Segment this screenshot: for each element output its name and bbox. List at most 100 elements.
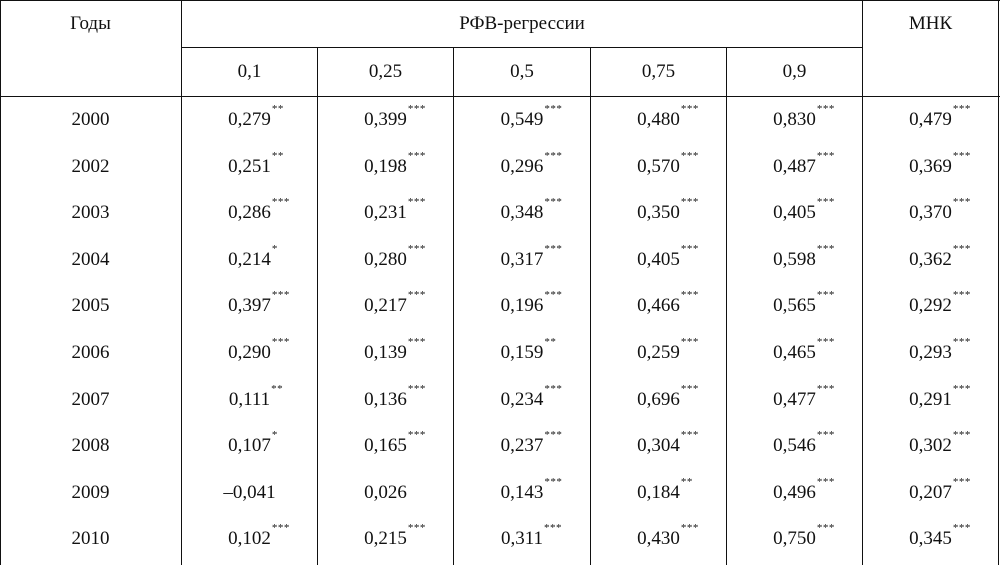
coefficient-value: 0,465 *** [773,336,835,363]
significance-stars: *** [816,150,835,162]
coefficient-value: 0,234 *** [500,383,563,410]
year-cell: 2000 [71,109,110,130]
significance-stars: *** [680,103,699,115]
coefficient-value: 0,304 *** [637,429,699,456]
header-split-rule [182,47,863,48]
value-cell: 0,215 *** [318,522,453,550]
significance-stars: *** [680,196,699,208]
col-divider [317,48,318,565]
value-cell: 0,570 *** [591,150,726,178]
significance-stars: *** [816,429,835,441]
value-cell: 0,165 *** [318,429,453,457]
coefficient-value: 0,198 *** [364,150,426,177]
coefficient-value: 0,430 *** [637,522,699,549]
value-cell: 0,479 *** [863,103,998,131]
significance-stars: ** [271,383,284,395]
significance-stars: *** [544,383,563,395]
coefficient-value: 0,487 *** [773,150,835,177]
col-divider [590,48,591,565]
significance-stars: *** [816,522,835,534]
significance-stars: *** [271,336,290,348]
significance-stars: *** [271,289,290,301]
coefficient-value: 0,259 *** [637,336,699,363]
value-cell: 0,430 *** [591,522,726,550]
value-cell: 0,286 *** [182,196,317,224]
significance-stars: *** [544,150,563,162]
value-cell: 0,107 * [182,429,317,457]
coefficient-value: 0,405 *** [637,243,699,270]
coefficient-value: 0,546 *** [773,429,835,456]
coefficient-value: 0,196 *** [500,289,563,316]
coefficient-value: 0,479 *** [909,103,971,130]
value-cell: 0,291 *** [863,383,998,411]
year-cell: 2002 [71,156,110,177]
significance-stars: *** [407,429,426,441]
value-cell: 0,102 *** [182,522,317,550]
value-cell: 0,302 *** [863,429,998,457]
coefficient-value: 0,369 *** [909,150,971,177]
coefficient-value: 0,279 ** [228,103,284,130]
coefficient-value: 0,251 ** [228,150,284,177]
value-cell: 0,496 *** [727,476,862,504]
header-quantile: 0,9 [782,61,807,82]
value-cell: 0,207 *** [863,476,998,504]
coefficient-value: 0,107 * [228,429,278,456]
significance-stars: * [271,243,278,255]
coefficient-value: 0,165 *** [364,429,426,456]
value-cell: 0,350 *** [591,196,726,224]
significance-stars: *** [680,336,699,348]
significance-stars: *** [544,429,563,441]
significance-stars: *** [544,196,563,208]
col-divider [0,0,1,565]
value-cell: 0,477 *** [727,383,862,411]
significance-stars: *** [952,196,971,208]
year-cell: 2009 [71,482,110,503]
significance-stars: *** [952,336,971,348]
coefficient-value: 0,830 *** [773,103,835,130]
col-divider [998,0,999,565]
significance-stars: *** [271,522,290,534]
value-cell: 0,293 *** [863,336,998,364]
significance-stars: *** [952,476,971,488]
value-cell: 0,279 ** [182,103,317,131]
value-cell: 0,750 *** [727,522,862,550]
coefficient-value: 0,370 *** [909,196,971,223]
header-quantile: 0,5 [510,61,534,82]
significance-stars: ** [680,476,693,488]
significance-stars: *** [680,289,699,301]
year-cell: 2004 [71,249,110,270]
coefficient-value: 0,477 *** [773,383,835,410]
significance-stars: *** [952,103,971,115]
header-bottom-rule [0,96,1000,97]
value-cell: 0,259 *** [591,336,726,364]
significance-stars: *** [271,196,290,208]
coefficient-value: 0,348 *** [500,196,563,223]
significance-stars: *** [680,150,699,162]
significance-stars: *** [407,150,426,162]
significance-stars: ** [271,103,284,115]
significance-stars: *** [544,522,563,534]
col-divider [181,0,182,565]
coefficient-value: 0,292 *** [909,289,971,316]
header-quantile: 0,25 [368,61,403,82]
coefficient-value: 0,345 *** [909,522,971,549]
col-divider [862,0,863,565]
significance-stars: *** [952,383,971,395]
year-cell: 2007 [71,389,110,410]
coefficient-value: 0,231 *** [364,196,426,223]
coefficient-value: 0,362 *** [909,243,971,270]
coefficient-value: 0,217 *** [364,289,426,316]
header-regression: РФВ-регрессии [459,13,585,34]
value-cell: 0,196 *** [454,289,590,317]
value-cell: 0,143 *** [454,476,590,504]
value-cell: 0,466 *** [591,289,726,317]
significance-stars: *** [407,196,426,208]
coefficient-value: 0,405 *** [773,196,835,223]
significance-stars: *** [544,243,563,255]
value-cell: 0,231 *** [318,196,453,224]
significance-stars: *** [544,476,563,488]
coefficient-value: 0,291 *** [909,383,971,410]
value-cell: 0,405 *** [591,243,726,271]
coefficient-value: 0,280 *** [364,243,426,270]
